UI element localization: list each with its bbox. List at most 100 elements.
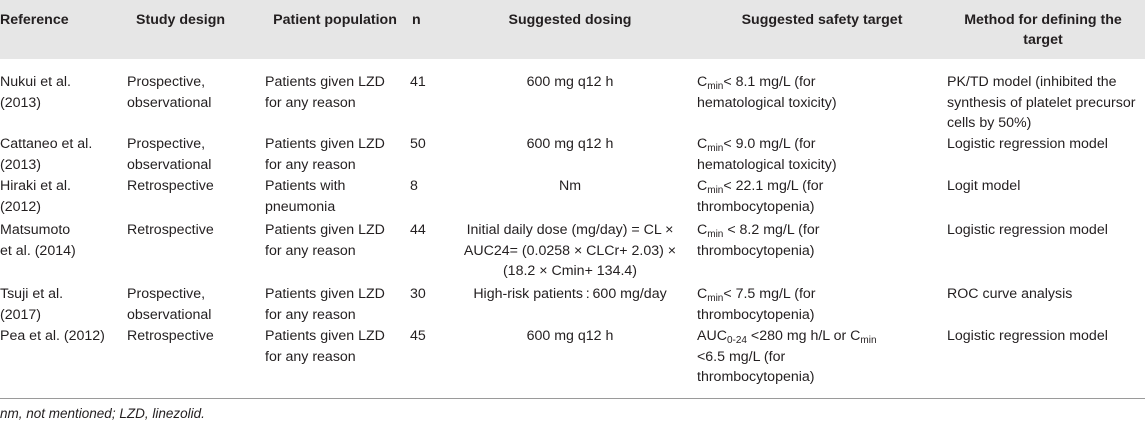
cell-line: 600 mg q12 h [526, 74, 614, 90]
cell-line: observational [127, 306, 212, 323]
cell-n: 41 [410, 72, 435, 93]
cell-study-design: Retrospective [127, 220, 257, 241]
cell-line: synthesis of platelet precursor [947, 94, 1136, 111]
cmin-label: C [697, 74, 708, 90]
cell-line: Patients given LZD [265, 328, 385, 344]
cell-line: Prospective, [127, 286, 206, 302]
cell-suggested-dosing: 600 mg q12 h [450, 134, 690, 155]
cell-line: 8 [410, 178, 418, 194]
cell-line: Retrospective [127, 178, 214, 194]
cell-line: Pea et al. (2012) [0, 328, 105, 344]
table-header: Reference Study design Patient populatio… [0, 0, 1145, 59]
cell-line: Patients given LZD [265, 286, 385, 302]
header-reference: Reference [0, 12, 69, 28]
cell-n: 44 [410, 220, 435, 241]
cell-line: for any reason [265, 348, 356, 365]
cell-line: for any reason [265, 94, 356, 111]
cell-line: Nukui et al. [0, 74, 71, 90]
cell-method: Logistic regression model [947, 326, 1143, 347]
cell-reference: Tsuji et al. (2017) [0, 284, 125, 325]
cell-method: ROC curve analysis [947, 284, 1143, 305]
target-text: < 22.1 mg/L (for [723, 178, 824, 194]
cell-line: 30 [410, 286, 426, 302]
header-patient-population: Patient population [273, 12, 397, 28]
cell-patient-population: Patients with pneumonia [265, 176, 400, 217]
cell-suggested-dosing: 600 mg q12 h [450, 326, 690, 347]
cell-patient-population: Patients given LZD for any reason [265, 326, 400, 367]
cell-reference: Cattaneo et al. (2013) [0, 134, 125, 175]
cell-suggested-safety-target: Cmin< 9.0 mg/L (for hematological toxicit… [697, 134, 937, 175]
cell-line: (2013) [0, 94, 42, 111]
cell-suggested-safety-target: Cmin < 8.2 mg/L (for thrombocytopenia) [697, 220, 937, 261]
cell-patient-population: Patients given LZD for any reason [265, 220, 400, 261]
cell-line: (2017) [0, 306, 42, 323]
cell-line: <6.5 mg/L (for [697, 348, 786, 365]
cell-method: PK/TD model (inhibited the synthesis of p… [947, 72, 1143, 134]
header-suggested-dosing: Suggested dosing [508, 12, 632, 28]
cell-line: 600 mg q12 h [526, 136, 614, 152]
cell-line: hematological toxicity) [697, 94, 837, 111]
cell-line: observational [127, 94, 212, 111]
target-text: < 7.5 mg/L (for [723, 286, 816, 302]
cell-line: Retrospective [127, 222, 214, 238]
cell-method: Logistic regression model [947, 134, 1143, 155]
cmin-label: C [697, 222, 708, 238]
cell-line: 45 [410, 328, 426, 344]
target-text: <280 mg h/L or C [746, 328, 861, 344]
cell-line: Matsumoto [0, 222, 71, 238]
cell-line: Cattaneo et al. [0, 136, 93, 152]
cell-line: for any reason [265, 242, 356, 259]
cell-line: (18.2 × Cmin+ 134.4) [502, 263, 638, 279]
cell-line: Patients given LZD [265, 74, 385, 90]
cell-line: Nm [558, 178, 582, 194]
header-n: n [412, 12, 421, 28]
cell-patient-population: Patients given LZD for any reason [265, 134, 400, 175]
cell-n: 8 [410, 176, 435, 197]
cell-reference: Hiraki et al. (2012) [0, 176, 125, 217]
cell-line: thrombocytopenia) [697, 369, 815, 385]
cmin-label: C [697, 178, 708, 194]
target-text: < 8.2 mg/L (for [723, 222, 820, 238]
cell-n: 50 [410, 134, 435, 155]
cell-study-design: Retrospective [127, 176, 257, 197]
cell-suggested-safety-target: AUC0-24 <280 mg h/L or Cmin <6.5 mg/L (fo… [697, 326, 937, 388]
cell-reference: Matsumoto et al. (2014) [0, 220, 125, 261]
cell-line: AUC24= (0.0258 × CLCr+ 2.03) × [463, 242, 677, 259]
cell-line: Retrospective [127, 328, 214, 344]
cell-line: thrombocytopenia) [697, 306, 815, 323]
target-text: < 8.1 mg/L (for [723, 74, 816, 90]
cell-line: Cmin< 9.0 mg/L (for [697, 134, 937, 155]
cell-line: Logistic regression model [947, 222, 1108, 238]
header-suggested-safety-target: Suggested safety target [741, 12, 903, 28]
cell-line: Prospective, [127, 74, 206, 90]
cell-line: thrombocytopenia) [697, 242, 815, 259]
cell-line: Initial daily dose (mg/day) = CL × [466, 222, 674, 238]
cell-suggested-safety-target: Cmin< 22.1 mg/L (for thrombocytopenia) [697, 176, 937, 217]
cell-line: Logistic regression model [947, 136, 1108, 152]
cell-line: hematological toxicity) [697, 156, 837, 173]
cell-line: 41 [410, 74, 426, 90]
cell-suggested-dosing: Nm [450, 176, 690, 197]
cmin-subscript: min [707, 293, 724, 304]
cell-line: Tsuji et al. [0, 286, 64, 302]
cell-suggested-dosing: 600 mg q12 h [450, 72, 690, 93]
cell-suggested-safety-target: Cmin< 7.5 mg/L (for thrombocytopenia) [697, 284, 937, 325]
cell-line: Logit model [947, 178, 1021, 194]
cell-line: Logistic regression model [947, 328, 1108, 344]
cell-line: (2012) [0, 198, 42, 215]
table-footnote: nm, not mentioned; LZD, linezolid. [0, 406, 205, 421]
cell-line: 50 [410, 136, 426, 152]
table-bottom-rule [0, 398, 1145, 399]
cell-n: 30 [410, 284, 435, 305]
cell-patient-population: Patients given LZD for any reason [265, 284, 400, 325]
cell-reference: Nukui et al. (2013) [0, 72, 125, 113]
cell-line: ROC curve analysis [947, 286, 1073, 302]
auc-label: AUC [697, 328, 727, 344]
cell-line: 600 mg q12 h [526, 328, 614, 344]
cell-method: Logit model [947, 176, 1143, 197]
cell-line: cells by 50%) [947, 115, 1032, 131]
cell-line: High-risk patients : 600 mg/day [473, 286, 667, 302]
cell-study-design: Prospective, observational [127, 72, 257, 113]
cell-line: for any reason [265, 156, 356, 173]
